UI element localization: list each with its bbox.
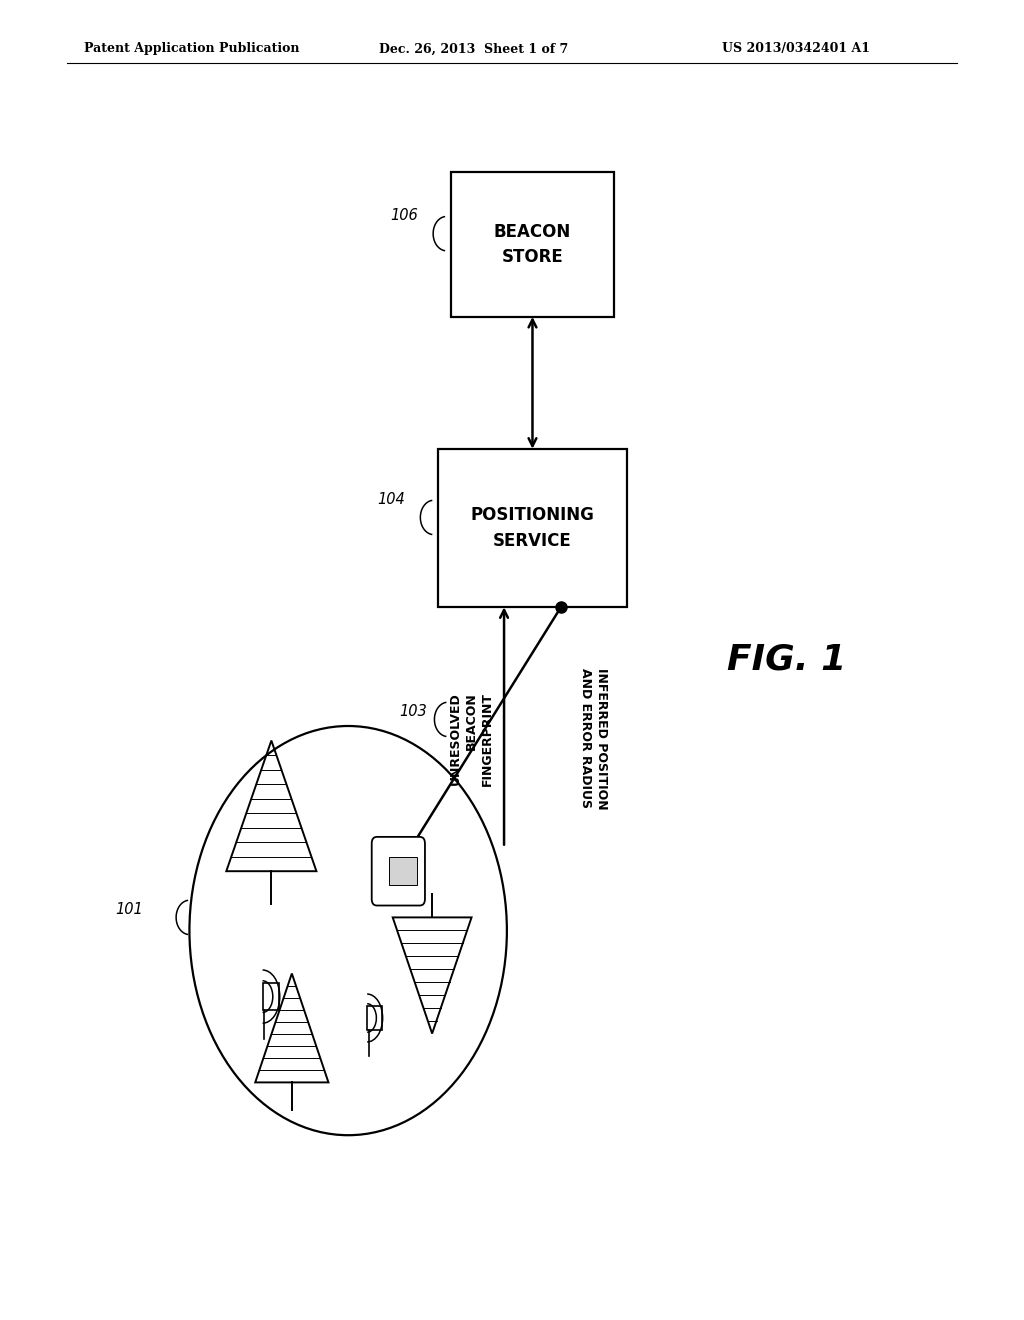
- Text: US 2013/0342401 A1: US 2013/0342401 A1: [722, 42, 870, 55]
- Text: 106: 106: [390, 209, 418, 223]
- Bar: [451, 172, 614, 317]
- Text: 104: 104: [377, 492, 404, 507]
- Bar: [262, 983, 279, 1010]
- Text: UNRESOLVED
BEACON
FINGERPRINT: UNRESOLVED BEACON FINGERPRINT: [449, 692, 494, 787]
- Text: INFERRED POSITION
AND ERROR RADIUS: INFERRED POSITION AND ERROR RADIUS: [580, 668, 608, 810]
- Text: 101: 101: [116, 903, 143, 917]
- Text: Patent Application Publication: Patent Application Publication: [84, 42, 299, 55]
- Text: BEACON
STORE: BEACON STORE: [494, 223, 571, 265]
- Text: FIG. 1: FIG. 1: [727, 643, 846, 677]
- Bar: [368, 1006, 382, 1030]
- Text: POSITIONING
SERVICE: POSITIONING SERVICE: [471, 507, 594, 549]
- Text: Dec. 26, 2013  Sheet 1 of 7: Dec. 26, 2013 Sheet 1 of 7: [379, 42, 568, 55]
- FancyBboxPatch shape: [372, 837, 425, 906]
- Text: 103: 103: [399, 705, 427, 719]
- Bar: [389, 858, 417, 884]
- Bar: [438, 449, 627, 607]
